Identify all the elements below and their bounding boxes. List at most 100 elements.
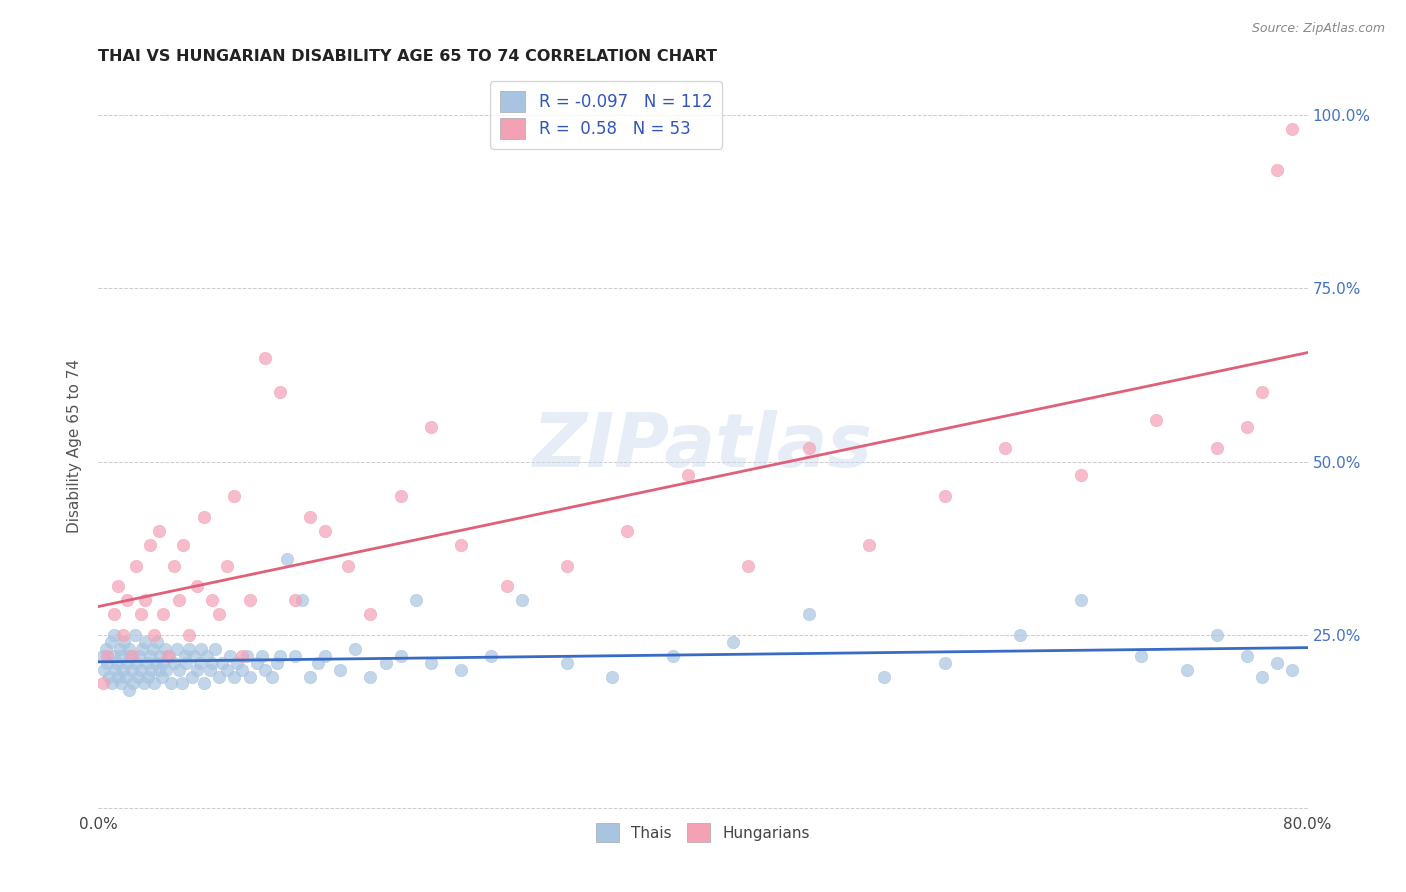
Point: [224, 669, 246, 683]
Point: [188, 656, 211, 670]
Point: [134, 593, 156, 607]
Point: [344, 641, 367, 656]
Text: ZIPatlas: ZIPatlas: [533, 409, 873, 483]
Y-axis label: Disability Age 65 to 74: Disability Age 65 to 74: [67, 359, 83, 533]
Point: [141, 663, 163, 677]
Point: [98, 669, 121, 683]
Point: [143, 628, 166, 642]
Point: [110, 648, 132, 663]
Point: [269, 648, 291, 663]
Point: [1206, 628, 1229, 642]
Point: [200, 663, 222, 677]
Point: [128, 648, 150, 663]
Point: [450, 538, 472, 552]
Point: [174, 656, 197, 670]
Point: [93, 663, 115, 677]
Point: [125, 656, 148, 670]
Point: [155, 663, 177, 677]
Point: [994, 441, 1017, 455]
Point: [111, 628, 134, 642]
Point: [374, 656, 396, 670]
Point: [103, 648, 125, 663]
Point: [299, 510, 322, 524]
Point: [481, 648, 503, 663]
Point: [723, 635, 745, 649]
Point: [179, 641, 201, 656]
Point: [129, 663, 152, 677]
Point: [149, 648, 172, 663]
Point: [1251, 385, 1274, 400]
Point: [299, 669, 322, 683]
Point: [450, 663, 472, 677]
Point: [167, 663, 190, 677]
Point: [152, 607, 174, 621]
Point: [307, 656, 329, 670]
Point: [183, 648, 205, 663]
Point: [152, 656, 174, 670]
Point: [129, 607, 152, 621]
Point: [115, 656, 138, 670]
Point: [208, 669, 231, 683]
Point: [226, 656, 249, 670]
Point: [314, 648, 336, 663]
Point: [181, 669, 204, 683]
Point: [96, 656, 118, 670]
Point: [170, 676, 193, 690]
Point: [676, 468, 699, 483]
Point: [172, 538, 194, 552]
Point: [211, 656, 233, 670]
Point: [239, 669, 262, 683]
Point: [1070, 593, 1092, 607]
Point: [118, 641, 141, 656]
Point: [139, 648, 162, 663]
Point: [167, 593, 190, 607]
Point: [115, 593, 138, 607]
Point: [1175, 663, 1198, 677]
Point: [1251, 669, 1274, 683]
Point: [124, 628, 146, 642]
Point: [186, 579, 208, 593]
Point: [110, 676, 132, 690]
Point: [195, 648, 218, 663]
Point: [1281, 121, 1303, 136]
Point: [173, 648, 195, 663]
Point: [1267, 656, 1289, 670]
Point: [389, 489, 412, 503]
Point: [231, 663, 253, 677]
Point: [276, 551, 298, 566]
Point: [163, 558, 186, 573]
Point: [405, 593, 427, 607]
Point: [858, 538, 880, 552]
Point: [201, 593, 224, 607]
Point: [145, 656, 167, 670]
Point: [91, 648, 114, 663]
Point: [148, 524, 170, 538]
Point: [114, 669, 136, 683]
Point: [284, 593, 307, 607]
Point: [215, 558, 238, 573]
Point: [143, 676, 166, 690]
Point: [120, 648, 142, 663]
Point: [94, 641, 117, 656]
Point: [1130, 648, 1153, 663]
Point: [101, 676, 124, 690]
Point: [105, 656, 128, 670]
Point: [104, 663, 127, 677]
Point: [934, 489, 956, 503]
Point: [193, 510, 215, 524]
Point: [91, 676, 114, 690]
Point: [135, 656, 157, 670]
Point: [495, 579, 517, 593]
Point: [231, 648, 253, 663]
Point: [239, 593, 262, 607]
Point: [1281, 663, 1303, 677]
Point: [127, 669, 149, 683]
Point: [186, 663, 208, 677]
Point: [1010, 628, 1032, 642]
Point: [737, 558, 759, 573]
Point: [1236, 420, 1258, 434]
Point: [142, 641, 165, 656]
Point: [797, 441, 820, 455]
Point: [215, 663, 238, 677]
Point: [96, 648, 118, 663]
